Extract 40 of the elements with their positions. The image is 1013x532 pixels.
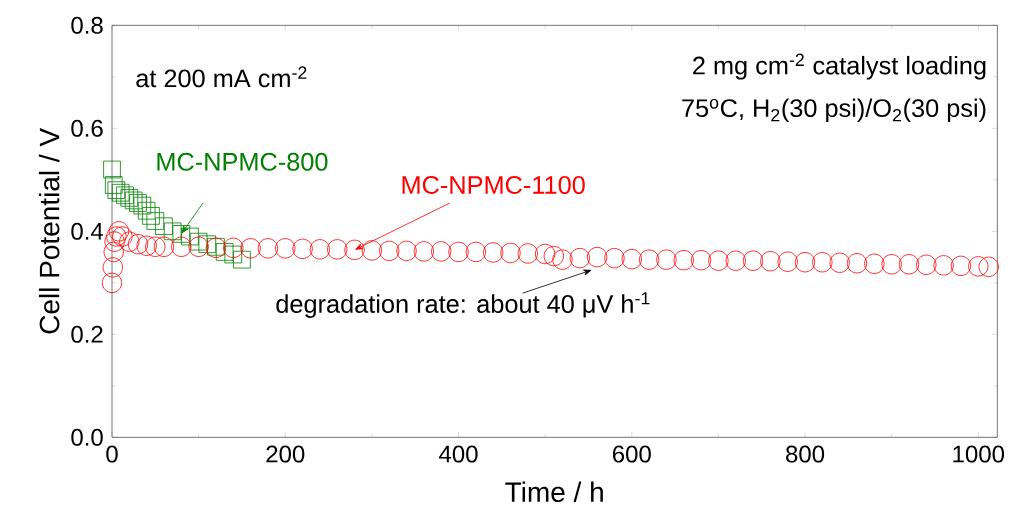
point [142,207,160,225]
annotation: at 200 mA cm$^{-2}$ [136,66,307,88]
point [189,232,208,251]
x-axis-title: Time / h [505,481,603,503]
point [111,183,130,202]
point [120,189,139,207]
point [172,225,191,243]
series-label: MC-NPMC-1100 [402,176,585,194]
point [224,245,243,264]
y-tick-label: 0.4 [71,222,104,240]
annotation: 2 mg cm$^{-2}$ catalyst loading [693,53,986,80]
point [124,191,143,210]
x-tick-label: 200 [266,445,305,463]
point [215,243,234,261]
x-tick-label: 600 [612,445,651,463]
y-tick-label: 0.2 [71,325,103,343]
point [104,176,123,194]
point [107,181,126,199]
y-tick-label: 0.8 [71,16,103,34]
point [155,217,173,235]
point [133,196,152,215]
point [129,194,147,212]
point [233,250,251,269]
y-tick-label: 0.0 [71,428,103,446]
x-tick-label: 0 [106,445,118,463]
annotation: 75$^{o}$C, H$_{2}$(30 psi)/O$_{2}$(30 psi) [682,98,986,123]
point [116,186,134,205]
point [137,201,156,220]
annotation: degradation rate: about 40 μV h$^{-1}$ [276,292,650,318]
x-tick-label: 800 [786,445,825,463]
x-tick-label: 400 [439,445,478,463]
series-label: MC-NPMC-800 [157,152,328,171]
point [181,227,199,246]
point [163,222,182,241]
point [198,235,217,254]
x-tick-label: 1000 [953,445,1005,463]
point [103,160,121,179]
y-axis-title: Cell Potential / V [38,128,60,334]
y-tick-label: 0.6 [71,119,103,137]
point [146,212,165,230]
